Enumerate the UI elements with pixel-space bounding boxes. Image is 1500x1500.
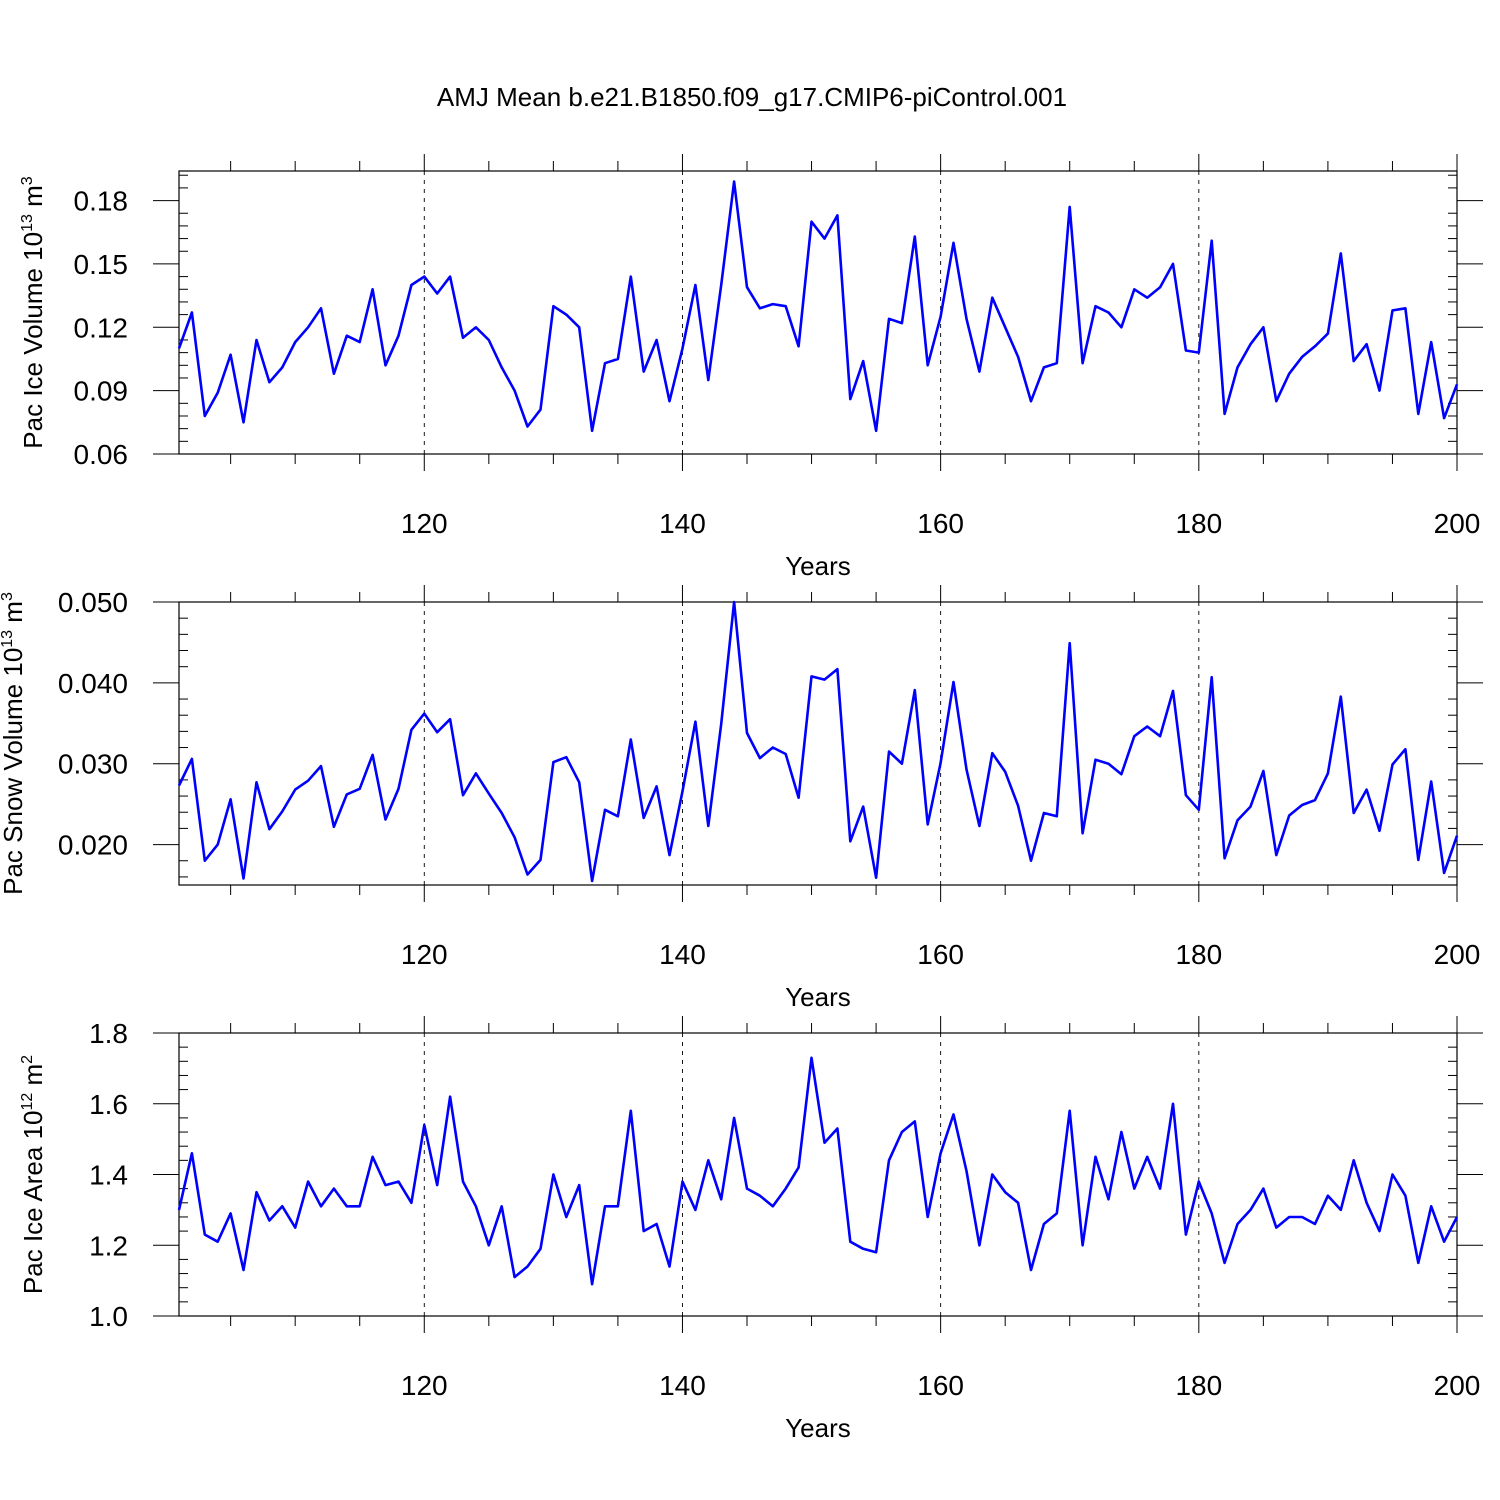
x-axis-label: Years xyxy=(785,551,851,581)
y-tick-label: 0.030 xyxy=(58,749,128,780)
panel-1: 0.06 0.09 0.12 0.15 0.18 120 140 160 180 200 Years… xyxy=(18,154,1483,581)
x-tick-label: 180 xyxy=(1175,508,1222,539)
x-tick-label: 120 xyxy=(401,1370,448,1401)
y-tick-label: 0.15 xyxy=(74,249,129,280)
y-axis-label: Pac Snow Volume 1013 m3 xyxy=(0,592,28,895)
x-tick-label: 140 xyxy=(659,939,706,970)
x-axis-label: Years xyxy=(785,1413,851,1443)
y-tick-label: 1.2 xyxy=(89,1230,128,1261)
x-tick-label: 160 xyxy=(917,939,964,970)
y-tick-label: 0.12 xyxy=(74,312,129,343)
x-tick-label: 200 xyxy=(1434,508,1481,539)
panels: 0.06 0.09 0.12 0.15 0.18 120 140 160 180 200 Years… xyxy=(0,154,1483,1443)
panel-3: 1.0 1.2 1.4 1.6 1.8 120 140 160 180 200 Years Pac I… xyxy=(18,1016,1483,1443)
x-tick-label: 160 xyxy=(917,1370,964,1401)
y-tick-label: 0.020 xyxy=(58,830,128,861)
y-tick-label: 1.8 xyxy=(89,1018,128,1049)
panel-2: 0.020 0.030 0.040 0.050 120 140 160 180 200 Years… xyxy=(0,585,1483,1012)
x-tick-label: 180 xyxy=(1175,1370,1222,1401)
x-tick-label: 200 xyxy=(1434,939,1481,970)
chart-title: AMJ Mean b.e21.B1850.f09_g17.CMIP6-piCon… xyxy=(437,82,1067,112)
x-tick-label: 180 xyxy=(1175,939,1222,970)
x-tick-label: 160 xyxy=(917,508,964,539)
y-tick-label: 0.18 xyxy=(74,186,129,217)
y-tick-label: 0.040 xyxy=(58,668,128,699)
y-tick-label: 1.0 xyxy=(89,1301,128,1332)
x-tick-label: 120 xyxy=(401,508,448,539)
y-tick-label: 1.6 xyxy=(89,1089,128,1120)
x-tick-label: 140 xyxy=(659,1370,706,1401)
x-tick-label: 140 xyxy=(659,508,706,539)
plot-frame xyxy=(178,170,1458,455)
y-tick-label: 0.06 xyxy=(74,439,129,470)
y-tick-label: 0.050 xyxy=(58,587,128,618)
series-line xyxy=(177,1056,1459,1286)
y-axis-label: Pac Ice Volume 1013 m3 xyxy=(18,176,48,449)
y-tick-label: 0.09 xyxy=(74,376,129,407)
plot-frame xyxy=(178,601,1458,886)
plot-frame xyxy=(178,1032,1458,1317)
x-axis-label: Years xyxy=(785,982,851,1012)
x-tick-label: 120 xyxy=(401,939,448,970)
series-line xyxy=(177,600,1459,883)
x-tick-label: 200 xyxy=(1434,1370,1481,1401)
y-axis-label: Pac Ice Area 1012 m2 xyxy=(18,1055,48,1294)
y-tick-label: 1.4 xyxy=(89,1160,128,1191)
series-line xyxy=(177,180,1459,433)
